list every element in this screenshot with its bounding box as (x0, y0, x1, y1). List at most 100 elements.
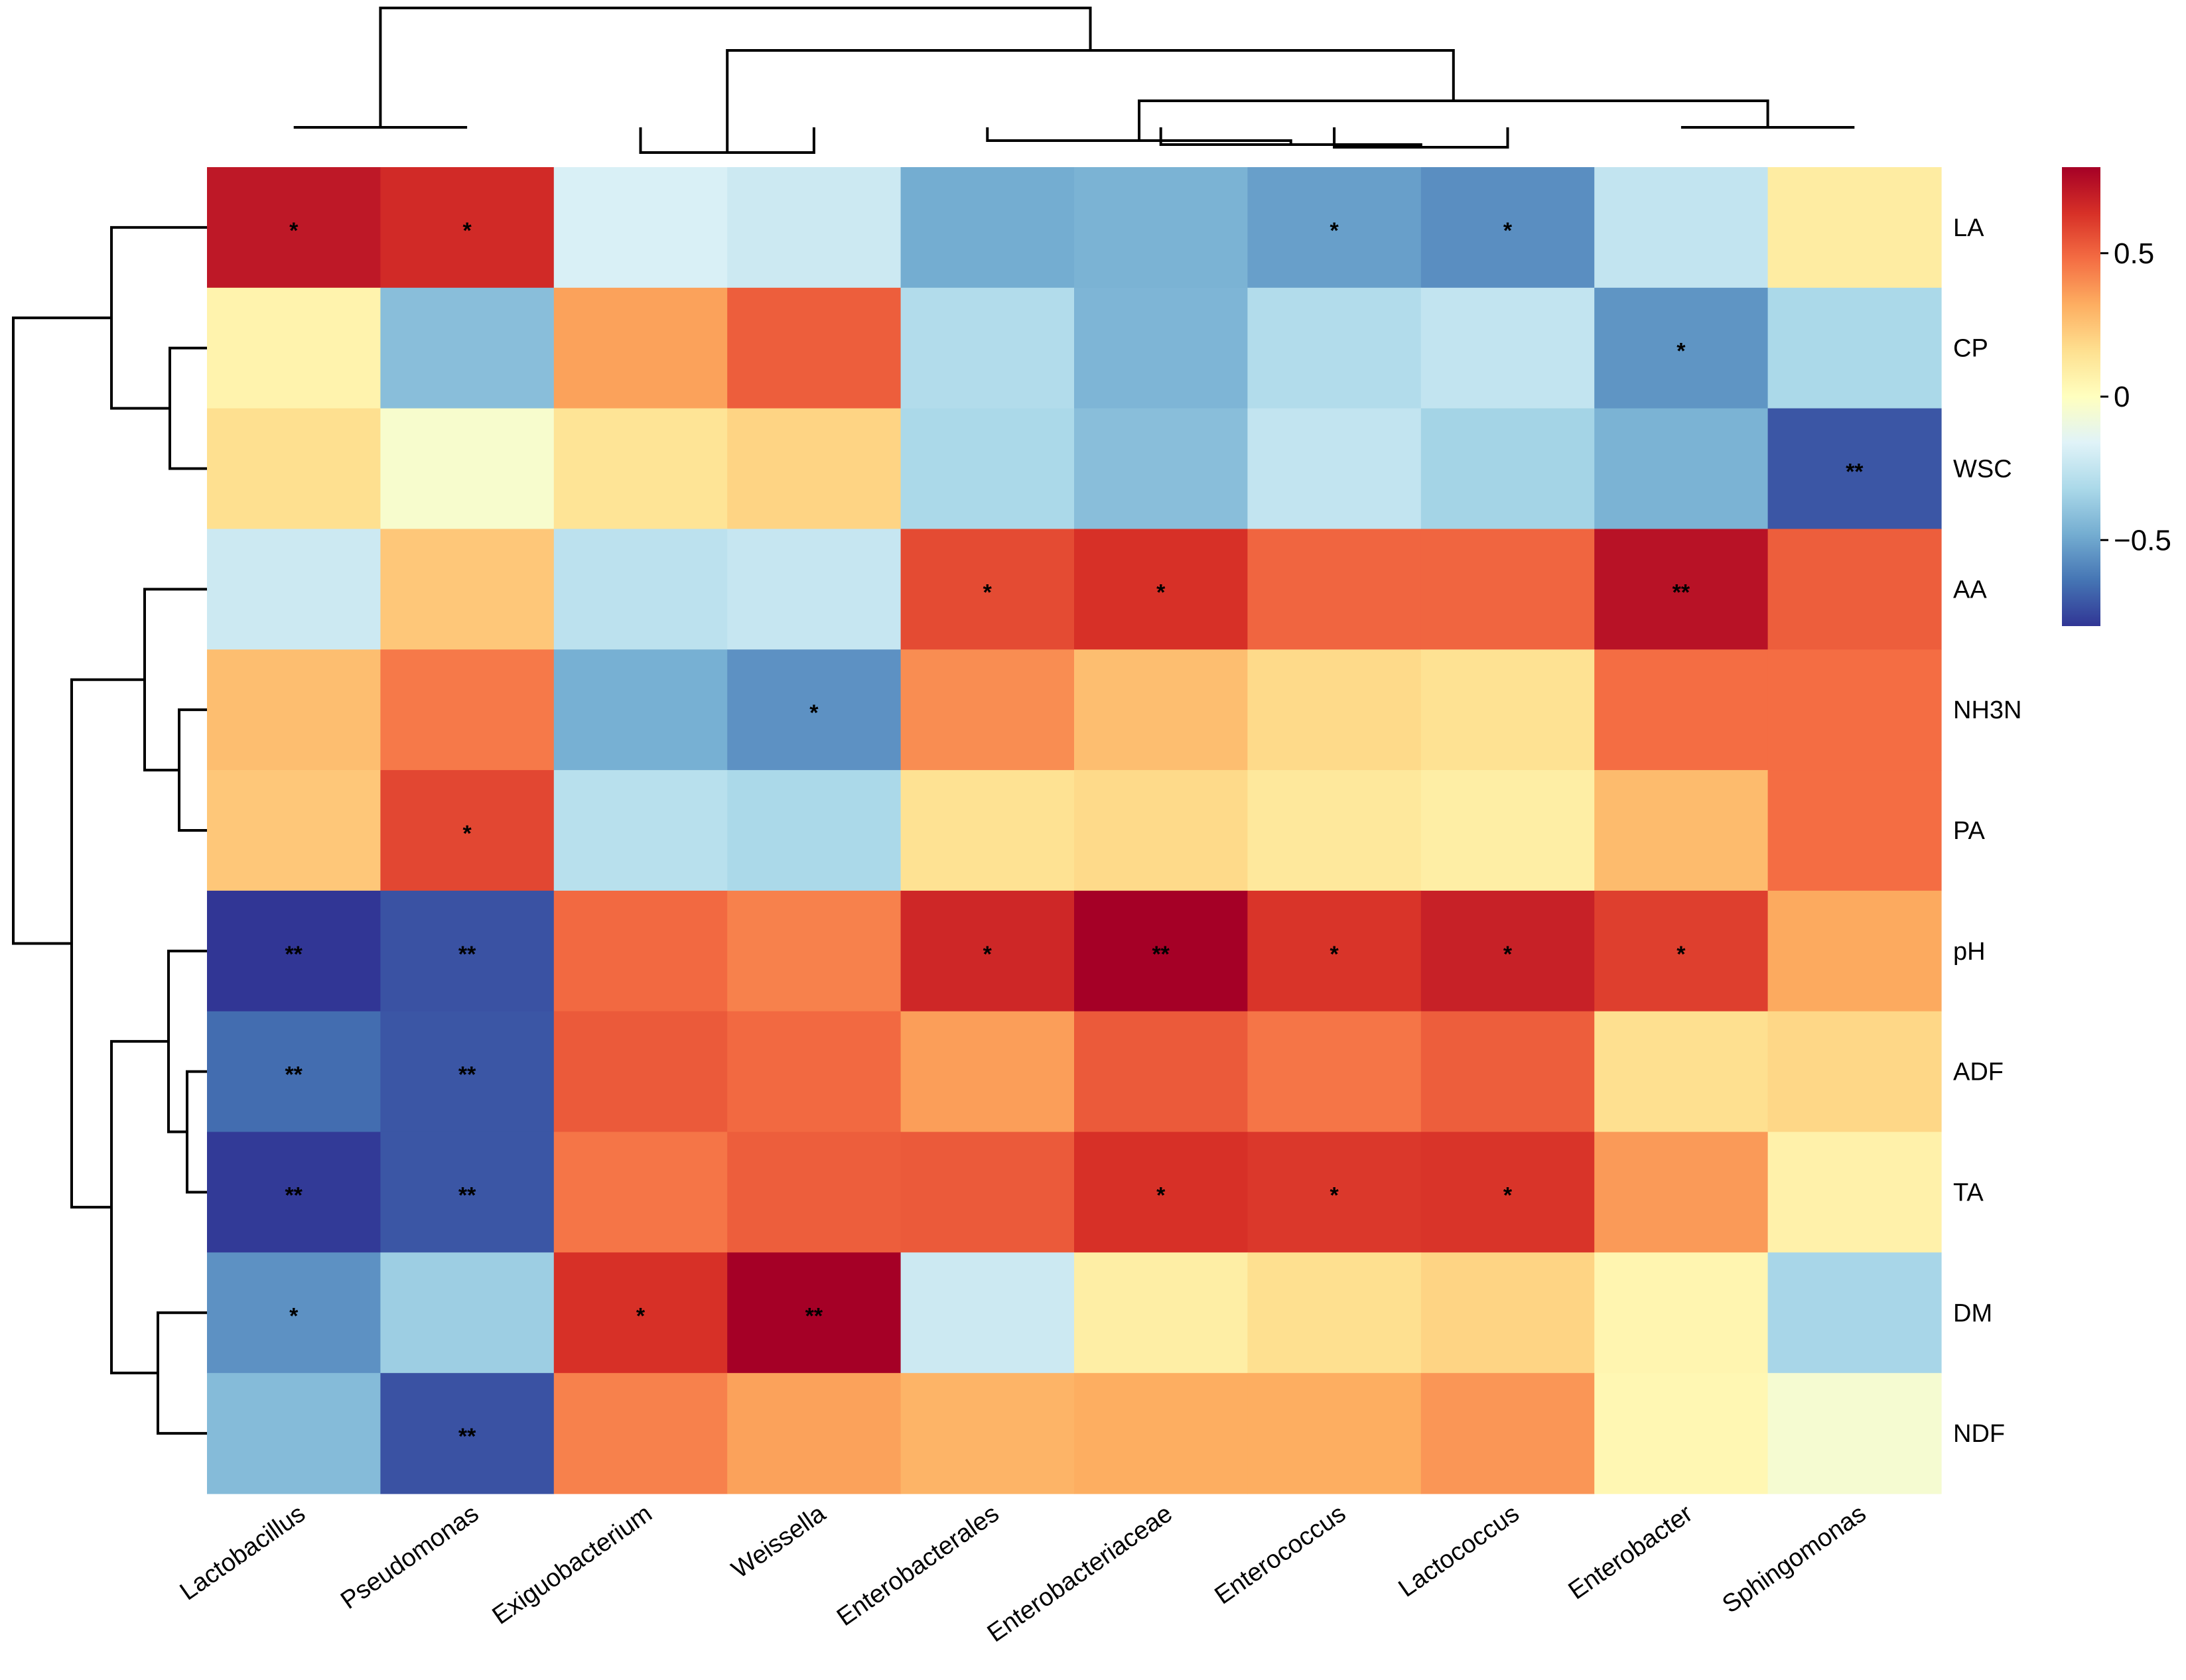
heatmap-cell-pa-exiguobacterium (553, 770, 728, 891)
heatmap-cell-dm-sphingomonas (1767, 1252, 1942, 1374)
significance-label: ** (458, 1424, 476, 1449)
heatmap-cell-la-lactococcus (1420, 167, 1595, 289)
heatmap-cell-wsc-pseudomonas (380, 408, 555, 530)
heatmap-cell-dm-lactobacillus (207, 1252, 381, 1374)
row-label-pa: PA (1953, 817, 1986, 845)
heatmap-cell-aa-sphingomonas (1767, 529, 1942, 650)
heatmap-cell-wsc-enterobacterales (900, 408, 1075, 530)
heatmap-cell-cp-lactococcus (1420, 287, 1595, 409)
heatmap-cell-pa-enterobacter (1594, 770, 1769, 891)
heatmap-cell-wsc-weissella (727, 408, 902, 530)
heatmap-cell-cp-enterobacterales (900, 287, 1075, 409)
heatmap-cell-cp-enterobacter (1594, 287, 1769, 409)
heatmap-cell-ndf-lactobacillus (207, 1373, 381, 1494)
heatmap-cell-dm-pseudomonas (380, 1252, 555, 1374)
significance-label: ** (285, 942, 303, 967)
heatmap-cell-adf-enterobacterales (900, 1011, 1075, 1133)
heatmap-cell-wsc-enterobacter (1594, 408, 1769, 530)
row-label-dm: DM (1953, 1299, 1992, 1327)
heatmap-cell-nh3n-enterobacter (1594, 649, 1769, 771)
heatmap-cell-ph-lactococcus (1420, 890, 1595, 1012)
row-link-aa-group (143, 588, 207, 772)
heatmap-cell-ta-enterobacteriaceae (1074, 1131, 1248, 1253)
heatmap-cell-pa-pseudomonas (380, 770, 555, 891)
heatmap-cell-pa-sphingomonas (1767, 770, 1942, 891)
heatmap-cell-pa-enterobacteriaceae (1074, 770, 1248, 891)
legend-colorbar (2062, 167, 2100, 626)
heatmap-cell-wsc-enterobacteriaceae (1074, 408, 1248, 530)
heatmap-cell-dm-lactococcus (1420, 1252, 1595, 1374)
heatmap-cell-la-enterococcus (1247, 167, 1422, 289)
significance-label: * (1156, 1183, 1166, 1208)
heatmap-cell-ph-enterobacter (1594, 890, 1769, 1012)
column-label-enterococcus: Enterococcus (1210, 1500, 1351, 1610)
heatmap-cell-dm-exiguobacterium (553, 1252, 728, 1374)
row-link-la-group (110, 226, 207, 410)
heatmap-cell-dm-weissella (727, 1252, 902, 1374)
heatmap-cell-nh3n-sphingomonas (1767, 649, 1942, 771)
heatmap-cell-pa-enterococcus (1247, 770, 1422, 891)
row-label-ta: TA (1953, 1179, 1984, 1206)
heatmap-cell-nh3n-weissella (727, 649, 902, 771)
heatmap-cell-adf-sphingomonas (1767, 1011, 1942, 1133)
heatmap-cell-adf-lactobacillus (207, 1011, 381, 1133)
heatmap-cell-la-pseudomonas (380, 167, 555, 289)
legend-tick-label: −0.5 (2114, 524, 2171, 556)
heatmap-cell-wsc-enterococcus (1247, 408, 1422, 530)
heatmap-cell-pa-lactococcus (1420, 770, 1595, 891)
heatmap-cell-pa-enterobacterales (900, 770, 1075, 891)
column-link-root (379, 7, 1092, 127)
column-label-pseudomonas: Pseudomonas (336, 1500, 484, 1615)
significance-label: ** (1846, 460, 1864, 485)
significance-label: * (1503, 942, 1513, 967)
heatmap-cell-ndf-weissella (727, 1373, 902, 1494)
significance-label: * (1503, 218, 1513, 243)
heatmap-cell-aa-pseudomonas (380, 529, 555, 650)
heatmap-cell-aa-exiguobacterium (553, 529, 728, 650)
heatmap-cell-ndf-enterobacterales (900, 1373, 1075, 1494)
column-link-right-cluster (1138, 99, 1769, 141)
heatmap-cell-cp-pseudomonas (380, 287, 555, 409)
row-label-wsc: WSC (1953, 456, 2012, 484)
heatmap-cell-ph-enterococcus (1247, 890, 1422, 1012)
significance-label: * (809, 700, 819, 726)
significance-label: * (983, 942, 992, 967)
heatmap-cell-la-enterobacter (1594, 167, 1769, 289)
heatmap-cell-ta-enterobacterales (900, 1131, 1075, 1253)
significance-label: ** (805, 1303, 823, 1328)
heatmap-cell-la-exiguobacterium (553, 167, 728, 289)
heatmap-cell-ndf-enterobacter (1594, 1373, 1769, 1494)
heatmap-cell-ph-exiguobacterium (553, 890, 728, 1012)
significance-label: * (1156, 580, 1166, 605)
heatmap-cell-la-sphingomonas (1767, 167, 1942, 289)
heatmap-cell-la-weissella (727, 167, 902, 289)
row-label-adf: ADF (1953, 1059, 2004, 1086)
heatmap-cell-ta-enterobacter (1594, 1131, 1769, 1253)
heatmap-cell-ta-enterococcus (1247, 1131, 1422, 1253)
heatmap-cell-aa-enterococcus (1247, 529, 1422, 650)
heatmap-cell-wsc-sphingomonas (1767, 408, 1942, 530)
significance-label: ** (458, 1063, 476, 1088)
heatmap-cell-cp-enterococcus (1247, 287, 1422, 409)
significance-label: * (1676, 339, 1686, 364)
heatmap-cell-dm-enterobacter (1594, 1252, 1769, 1374)
column-label-weissella: Weissella (726, 1499, 831, 1584)
row-link-dm-ndf (157, 1311, 207, 1435)
column-label-exiguobacterium: Exiguobacterium (488, 1500, 657, 1630)
heatmap-cell-ndf-lactococcus (1420, 1373, 1595, 1494)
heatmap-cell-adf-exiguobacterium (553, 1011, 728, 1133)
heatmap-cell-ndf-enterobacteriaceae (1074, 1373, 1248, 1494)
heatmap-cell-adf-lactococcus (1420, 1011, 1595, 1133)
heatmap-cell-adf-enterobacteriaceae (1074, 1011, 1248, 1133)
legend-tick-label: 0.5 (2114, 237, 2154, 270)
heatmap-cell-ta-lactococcus (1420, 1131, 1595, 1253)
significance-label: ** (458, 1183, 476, 1208)
heatmap-cell-wsc-exiguobacterium (553, 408, 728, 530)
row-dendrogram (12, 226, 207, 1435)
significance-label: * (1330, 942, 1339, 967)
heatmap-cell-aa-lactobacillus (207, 529, 381, 650)
heatmap-cell-cp-exiguobacterium (553, 287, 728, 409)
column-labels: Lactobacillus Pseudomonas Exiguobacterium W… (175, 1499, 1872, 1648)
significance-label: * (1330, 218, 1339, 243)
